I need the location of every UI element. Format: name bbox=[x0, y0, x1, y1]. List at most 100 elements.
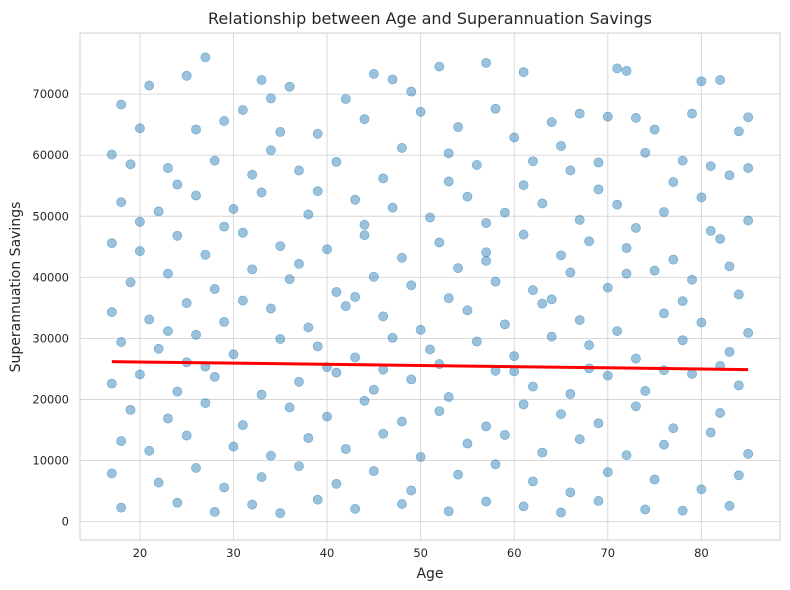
data-point bbox=[200, 249, 211, 260]
data-point bbox=[106, 149, 117, 160]
data-point bbox=[649, 265, 660, 276]
data-point bbox=[471, 160, 482, 170]
data-point bbox=[359, 219, 370, 230]
data-point bbox=[687, 368, 697, 379]
data-point bbox=[743, 215, 754, 226]
data-point bbox=[630, 353, 641, 364]
data-point bbox=[434, 359, 445, 369]
data-point bbox=[331, 156, 342, 167]
data-point bbox=[434, 61, 445, 72]
x-tick-label: 20 bbox=[133, 546, 148, 560]
data-point bbox=[518, 501, 529, 512]
data-point bbox=[406, 280, 417, 291]
data-point bbox=[172, 386, 183, 397]
data-point bbox=[378, 173, 389, 184]
data-point bbox=[574, 215, 585, 225]
data-point bbox=[490, 276, 501, 287]
data-point bbox=[574, 315, 585, 325]
data-point bbox=[153, 343, 164, 354]
data-point bbox=[350, 503, 361, 514]
y-tick-label: 30000 bbox=[32, 331, 69, 345]
data-point bbox=[303, 433, 314, 443]
data-point bbox=[490, 459, 501, 470]
data-point bbox=[724, 170, 735, 181]
data-point bbox=[481, 496, 492, 507]
data-point bbox=[228, 349, 239, 360]
data-point bbox=[312, 494, 323, 505]
data-point bbox=[106, 378, 117, 389]
data-point bbox=[593, 157, 604, 168]
data-point bbox=[715, 75, 726, 85]
data-point bbox=[668, 254, 679, 265]
data-point bbox=[163, 326, 173, 336]
data-point bbox=[621, 243, 632, 253]
data-point bbox=[144, 445, 155, 456]
data-point bbox=[331, 478, 342, 489]
data-point bbox=[462, 438, 473, 449]
data-point bbox=[294, 376, 304, 387]
data-point bbox=[481, 247, 492, 258]
data-point bbox=[537, 198, 548, 209]
x-axis-label: Age bbox=[416, 566, 443, 582]
data-point bbox=[172, 179, 183, 190]
data-point bbox=[677, 335, 688, 346]
data-point bbox=[574, 108, 585, 119]
data-point bbox=[565, 267, 576, 278]
data-point bbox=[368, 384, 379, 395]
data-point bbox=[518, 67, 529, 77]
data-point bbox=[528, 285, 538, 296]
data-point bbox=[565, 389, 576, 399]
data-point bbox=[191, 190, 201, 201]
data-point bbox=[359, 395, 370, 406]
data-point bbox=[415, 324, 426, 335]
data-point bbox=[134, 216, 145, 227]
data-point bbox=[116, 99, 127, 110]
x-tick-label: 80 bbox=[694, 546, 709, 560]
data-point bbox=[303, 322, 314, 333]
data-point bbox=[612, 199, 623, 210]
data-point bbox=[163, 268, 173, 279]
data-point bbox=[106, 238, 117, 249]
data-point bbox=[237, 295, 248, 306]
data-point bbox=[209, 155, 220, 166]
data-point bbox=[668, 423, 679, 434]
data-point bbox=[743, 112, 754, 123]
data-point bbox=[715, 233, 726, 244]
x-tick-label: 60 bbox=[507, 546, 522, 560]
x-tick-labels: 20 30 40 50 60 70 80 bbox=[133, 546, 709, 560]
data-point bbox=[659, 365, 669, 376]
data-point bbox=[602, 282, 613, 293]
data-point bbox=[612, 63, 623, 74]
data-point bbox=[312, 186, 323, 197]
data-point bbox=[499, 430, 510, 440]
data-point bbox=[368, 271, 379, 282]
data-point bbox=[602, 467, 613, 478]
data-point bbox=[284, 81, 295, 92]
data-point bbox=[116, 197, 127, 208]
y-tick-labels: 0 10000 20000 30000 40000 50000 60000 70000 bbox=[32, 87, 69, 529]
data-point bbox=[593, 418, 604, 429]
data-point bbox=[237, 227, 248, 238]
data-point bbox=[659, 308, 669, 319]
data-point bbox=[556, 507, 566, 518]
data-point bbox=[350, 291, 361, 302]
data-point bbox=[733, 380, 744, 391]
data-point bbox=[284, 402, 295, 413]
data-point bbox=[733, 289, 744, 300]
data-point bbox=[528, 476, 538, 487]
data-point bbox=[453, 263, 463, 274]
data-point bbox=[200, 52, 211, 63]
data-point bbox=[556, 250, 566, 261]
data-point bbox=[481, 218, 492, 228]
data-point bbox=[593, 496, 604, 506]
y-tick-label: 20000 bbox=[32, 393, 69, 407]
data-point bbox=[649, 124, 660, 135]
data-point bbox=[528, 156, 538, 167]
data-point bbox=[125, 277, 136, 288]
x-tick-label: 70 bbox=[600, 546, 615, 560]
data-point bbox=[397, 499, 407, 509]
data-point bbox=[116, 337, 127, 347]
data-point bbox=[387, 202, 398, 213]
data-point bbox=[743, 163, 754, 173]
y-tick-label: 50000 bbox=[32, 209, 69, 223]
